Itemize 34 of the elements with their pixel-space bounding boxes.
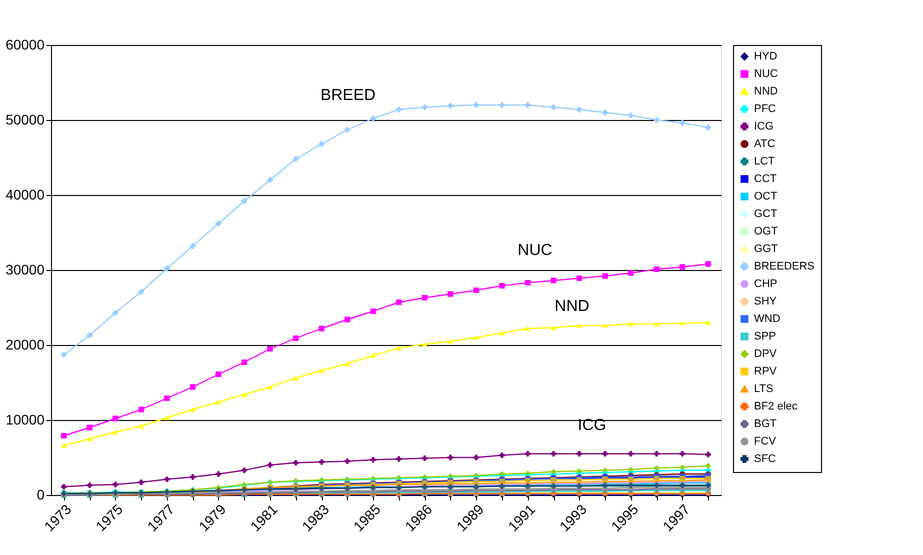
y-tick-label: 40000 xyxy=(6,186,45,202)
y-tick-label: 60000 xyxy=(6,36,45,52)
legend-label: ATC xyxy=(754,138,776,150)
y-tick-label: 30000 xyxy=(6,262,45,278)
legend-label: WND xyxy=(754,313,780,325)
legend-label: GGT xyxy=(754,243,778,255)
legend-label: RPV xyxy=(754,366,778,378)
legend-label: OCT xyxy=(754,190,778,202)
legend-label: OGT xyxy=(754,226,778,238)
legend-label: BREEDERS xyxy=(754,260,815,272)
legend-label: NUC xyxy=(754,68,778,80)
annotation: NND xyxy=(554,298,590,315)
legend-label: PFC xyxy=(754,103,776,115)
legend-label: SHY xyxy=(754,296,778,308)
legend-label: LTS xyxy=(754,383,774,395)
annotation: NUC xyxy=(518,242,552,259)
legend-label: SFC xyxy=(754,453,776,465)
y-tick-label: 50000 xyxy=(6,112,45,128)
legend-label: ICG xyxy=(754,120,774,132)
legend-label: SPP xyxy=(754,330,776,342)
legend-label: CCT xyxy=(754,173,777,185)
legend-label: NND xyxy=(754,86,778,98)
legend-label: HYD xyxy=(754,50,778,62)
legend-label: CHP xyxy=(754,278,778,290)
legend-label: GCT xyxy=(754,208,778,220)
legend-label: BF2 elec xyxy=(754,400,798,412)
annotation: BREED xyxy=(320,87,376,104)
legend-label: BGT xyxy=(754,418,777,430)
legend-label: LCT xyxy=(754,156,776,168)
y-tick-label: 20000 xyxy=(6,336,45,352)
legend-label: FCV xyxy=(754,436,777,448)
legend-label: DPV xyxy=(754,348,778,360)
y-tick-label: 10000 xyxy=(6,412,45,428)
y-tick-label: 0 xyxy=(36,486,45,502)
